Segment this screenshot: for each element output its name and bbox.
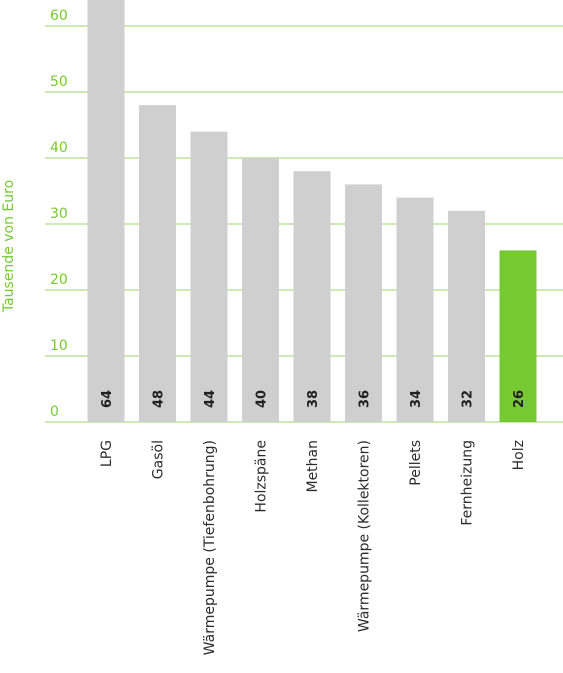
data-label: 48 — [152, 390, 167, 408]
category-label: Wärmepumpe (Kollektoren) — [357, 440, 373, 632]
bar — [190, 131, 228, 422]
bar — [139, 105, 176, 422]
category-label: Wärmepumpe (Tiefenbohrung) — [202, 440, 218, 655]
data-label: 36 — [358, 390, 373, 408]
data-label: 38 — [306, 390, 321, 408]
data-label: 34 — [409, 390, 424, 408]
bar — [448, 210, 485, 422]
category-label: Holz — [511, 440, 527, 470]
y-tick-label: 40 — [50, 140, 68, 156]
category-label: Gasöl — [151, 440, 167, 479]
data-label: 44 — [203, 390, 218, 408]
bar — [345, 184, 382, 422]
y-tick-label: 50 — [50, 74, 68, 90]
category-label: Methan — [305, 440, 321, 493]
data-label: 40 — [255, 390, 270, 408]
category-label: Holzspäne — [254, 440, 270, 513]
y-tick-label: 60 — [50, 8, 68, 24]
data-label: 32 — [461, 390, 476, 408]
y-tick-label: 30 — [50, 206, 68, 222]
bar — [242, 158, 279, 422]
data-label: 64 — [100, 390, 115, 408]
data-labels: 64 48 44 40 38 36 34 32 26 — [100, 390, 527, 408]
y-tick-label: 20 — [50, 272, 68, 288]
y-axis-title: Tausende von Euro — [1, 180, 17, 313]
data-label: 26 — [512, 390, 527, 408]
y-tick-label: 10 — [50, 338, 68, 354]
bars — [87, 0, 537, 422]
bar — [499, 250, 537, 422]
bar — [87, 0, 125, 422]
category-label: LPG — [99, 440, 115, 467]
y-tick-label: 0 — [50, 404, 59, 420]
bar — [293, 171, 331, 422]
x-axis-category-labels: LPG Gasöl Wärmepumpe (Tiefenbohrung) Holzsp… — [99, 440, 527, 655]
category-label: Fernheizung — [460, 440, 476, 526]
bar — [396, 197, 434, 422]
category-label: Pellets — [408, 440, 424, 486]
y-axis-tick-labels: 0 10 20 30 40 50 60 — [50, 8, 68, 420]
